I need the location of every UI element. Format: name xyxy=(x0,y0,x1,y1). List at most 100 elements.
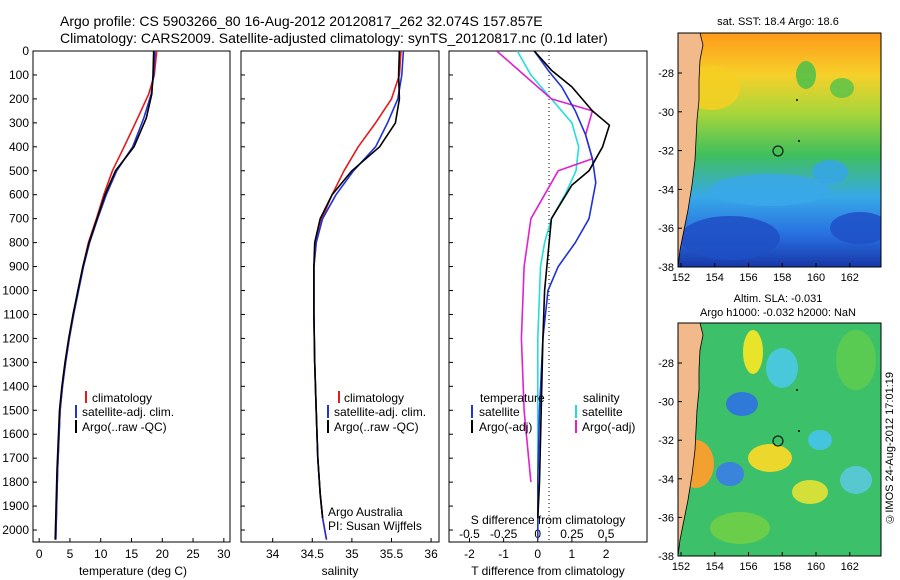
depth-tick-label: 1900 xyxy=(2,499,29,513)
imos-timestamp: ©IMOS 24-Aug-2012 17:01:19 xyxy=(884,372,896,525)
legend-label-climatology: climatology xyxy=(92,391,152,405)
sla-blob-cyan xyxy=(766,348,798,388)
x-tick-label: 1 xyxy=(569,547,576,561)
island-dot xyxy=(798,140,800,142)
map-x-tick-label: 152 xyxy=(672,272,690,284)
legend-label-s-satellite: satellite xyxy=(582,405,623,419)
sla-map-title-line1: Altim. SLA: -0.031 xyxy=(734,293,823,305)
map-y-tick-label: -38 xyxy=(658,262,674,274)
map-x-tick-label: 162 xyxy=(841,561,859,573)
sla-blob-cyan xyxy=(808,430,832,450)
salinity-legend: climatology satellite-adj. clim. Argo(..… xyxy=(327,391,426,434)
series-line-temperature-satellite xyxy=(533,51,597,540)
difference-panel: -2 -1 0 1 2-0.5 -0.25 0 0.25 0.5 temperature sal… xyxy=(448,50,648,578)
legend-label-argo: Argo(..raw -QC) xyxy=(334,420,419,434)
sla-map-frame xyxy=(677,322,882,557)
depth-tick-label: 500 xyxy=(9,164,29,178)
australia-land xyxy=(678,323,704,556)
map-x-tick-label: 158 xyxy=(773,561,791,573)
map-y-tick-label: -36 xyxy=(658,223,674,235)
figure-title-line2: Climatology: CARS2009. Satellite-adjuste… xyxy=(60,30,608,46)
depth-tick-label: 100 xyxy=(9,68,29,82)
x-tick-label: 35.5 xyxy=(380,547,404,561)
sst-cold-patch xyxy=(830,212,881,244)
map-y-tick-label: -30 xyxy=(658,397,674,409)
depth-tick-label: 800 xyxy=(9,236,29,250)
legend-label-climatology: climatology xyxy=(344,391,404,405)
salinity-x-axis: 34 34.5 35 35.5 36 xyxy=(266,538,438,561)
series-line-salinity-argo-adj xyxy=(496,51,594,483)
x-tick-label: 36 xyxy=(424,547,438,561)
map-y-tick-label: -30 xyxy=(658,107,674,119)
depth-tick-label: 1700 xyxy=(2,451,29,465)
depth-tick-label: 1600 xyxy=(2,427,29,441)
sla-blob-yellow xyxy=(743,330,763,374)
depth-tick-label: 1100 xyxy=(3,307,29,321)
series-line-temperature-argo-adj xyxy=(533,51,611,519)
legend-label-satellite: satellite-adj. clim. xyxy=(334,405,426,419)
temperature-x-axis: 0 5 10 15 20 25 30 xyxy=(36,538,231,561)
legend-label-satellite: satellite-adj. clim. xyxy=(82,405,174,419)
depth-tick-label: 1400 xyxy=(2,379,29,393)
temperature-plot-frame xyxy=(32,50,231,543)
sla-features xyxy=(678,330,876,544)
x-tick-label: 30 xyxy=(217,547,231,561)
legend-head-salinity: salinity xyxy=(583,391,620,405)
depth-tick-label: 1500 xyxy=(2,403,29,417)
depth-tick-label: 400 xyxy=(9,140,29,154)
x-tick-label: 25 xyxy=(186,547,200,561)
difference-depth-ticks xyxy=(449,50,453,531)
x2-tick-label: -0.25 xyxy=(490,527,518,541)
map-x-tick-label: 162 xyxy=(841,272,859,284)
depth-tick-label: 1000 xyxy=(2,284,29,298)
argo-float-marker xyxy=(772,435,784,447)
map-x-tick-label: 154 xyxy=(706,272,724,284)
depth-tick-label: 300 xyxy=(9,116,29,130)
sla-blob-cyan xyxy=(840,466,872,494)
salinity-series xyxy=(313,51,405,540)
x-tick-label: 0 xyxy=(534,547,541,561)
map-y-tick-label: -34 xyxy=(658,474,674,486)
sst-map-title: sat. SST: 18.4 Argo: 18.6 xyxy=(717,16,839,28)
difference-series xyxy=(496,51,611,540)
legend-head-temperature: temperature xyxy=(480,391,545,405)
x-tick-label: 34.5 xyxy=(301,547,325,561)
map-x-tick-label: 154 xyxy=(706,561,724,573)
salinity-plot-frame xyxy=(240,50,440,543)
map-y-tick-label: -32 xyxy=(658,146,674,158)
sla-map-title-line2: Argo h1000: -0.032 h2000: NaN xyxy=(700,307,856,319)
island-dot xyxy=(796,99,798,101)
sla-blob-blue xyxy=(716,462,744,486)
x-tick-label: 34 xyxy=(266,547,280,561)
depth-tick-label: 700 xyxy=(9,212,29,226)
map-y-tick-label: -34 xyxy=(658,184,674,196)
depth-tick-label: 1800 xyxy=(2,475,29,489)
credit-line1: Argo Australia xyxy=(328,505,403,519)
map-y-tick-label: -28 xyxy=(658,358,674,370)
temperature-series xyxy=(54,51,158,540)
x-tick-label: -2 xyxy=(464,547,475,561)
salinity-panel: 34 34.5 35 35.5 36 climatology satellite-adj… xyxy=(240,50,440,578)
map-y-tick-label: -28 xyxy=(658,68,674,80)
island-dot xyxy=(798,430,800,432)
island-dot xyxy=(796,389,798,391)
map-y-tick-label: -32 xyxy=(658,435,674,447)
depth-tick-label: 200 xyxy=(9,92,29,106)
map-x-tick-label: 160 xyxy=(807,272,825,284)
sst-map-axes: 152 154 156 158 160 162 -28 -30 -32 -34 -36 -38 xyxy=(658,68,859,284)
depth-tick-label: 1300 xyxy=(2,355,29,369)
sst-map: sat. SST: 18.4 Argo: 18.6 152 154 156 158 16… xyxy=(658,16,882,284)
x-tick-label: 35 xyxy=(345,547,359,561)
depth-tick-label: 900 xyxy=(9,260,29,274)
x2-tick-label: 0.25 xyxy=(560,527,584,541)
depth-tick-label: 2000 xyxy=(2,523,29,537)
x2-tick-label: -0.5 xyxy=(459,527,480,541)
x-tick-label: 15 xyxy=(125,547,139,561)
legend-label-argo: Argo(..raw -QC) xyxy=(82,420,167,434)
x-tick-label: 0 xyxy=(36,547,43,561)
legend-label-t-satellite: satellite xyxy=(479,405,520,419)
x2-tick-label: 0.5 xyxy=(598,527,615,541)
sla-blob-yellow xyxy=(748,444,792,472)
sla-blob-yellow xyxy=(792,480,828,504)
